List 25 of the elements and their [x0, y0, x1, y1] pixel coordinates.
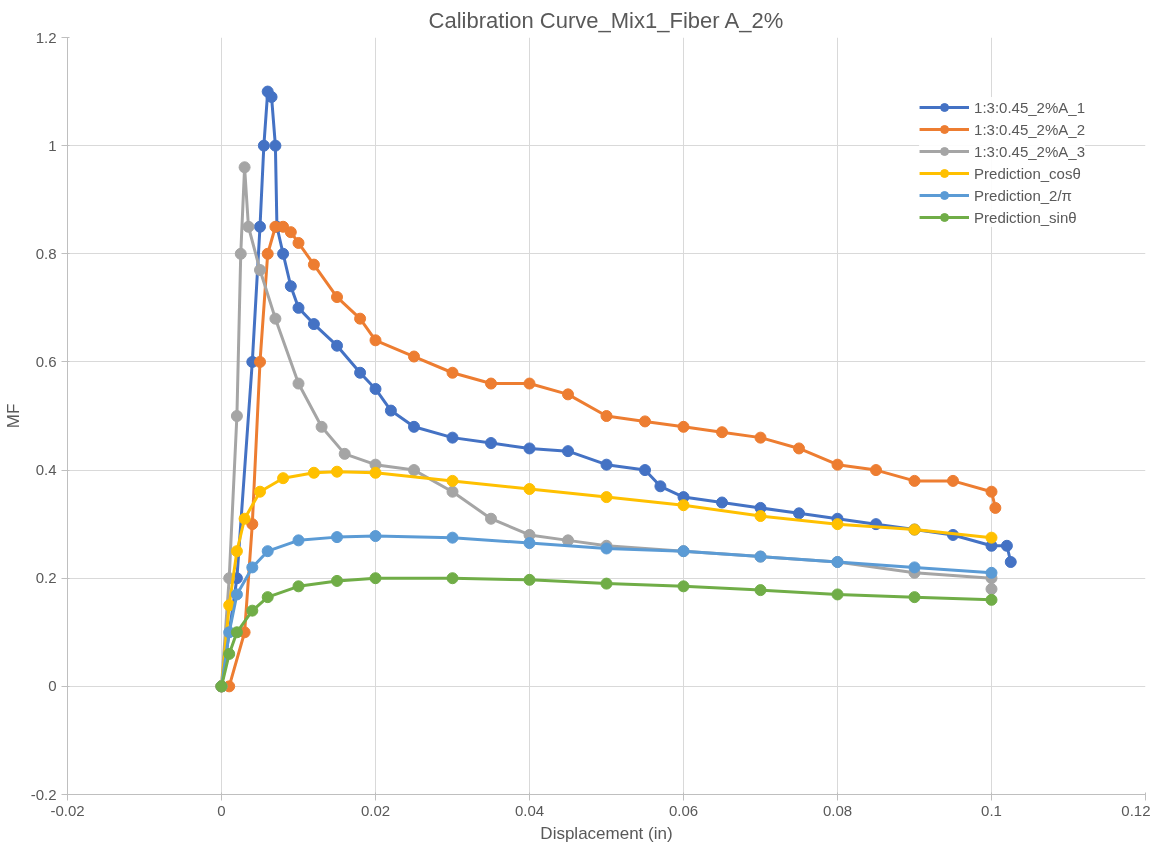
legend-label: Prediction_sinθ — [974, 208, 1077, 226]
y-tick-label: 0.4 — [35, 461, 57, 479]
y-axis-title: MF — [3, 403, 23, 429]
y-tick-label: -0.2 — [30, 785, 57, 803]
legend-label: 1:3:0.45_2%A_1 — [974, 98, 1085, 116]
x-tick-label: 0.02 — [360, 801, 391, 819]
legend-label: 1:3:0.45_2%A_3 — [974, 142, 1085, 160]
x-tick-label: 0.04 — [514, 801, 545, 819]
y-tick-label: 1 — [48, 136, 57, 154]
x-tick-label: 0.06 — [668, 801, 699, 819]
y-tick-label: 1.2 — [35, 28, 57, 46]
y-tick-label: 0.6 — [35, 352, 57, 370]
x-tick-label: 0.1 — [981, 801, 1002, 819]
x-tick-label: -0.02 — [50, 801, 85, 819]
x-tick-label: 0 — [217, 801, 226, 819]
legend-label: 1:3:0.45_2%A_2 — [974, 120, 1085, 138]
x-axis-title: Displacement (in) — [540, 823, 673, 843]
y-tick-label: 0.2 — [35, 569, 57, 587]
y-tick-label: 0 — [48, 677, 57, 695]
chart-title: Calibration Curve_Mix1_Fiber A_2% — [428, 7, 784, 33]
y-tick-label: 0.8 — [35, 244, 57, 262]
legend-label: Prediction_cosθ — [974, 164, 1081, 182]
legend-label: Prediction_2/π — [974, 186, 1072, 204]
x-tick-label: 0.08 — [822, 801, 853, 819]
x-tick-label: 0.12 — [1121, 801, 1151, 819]
